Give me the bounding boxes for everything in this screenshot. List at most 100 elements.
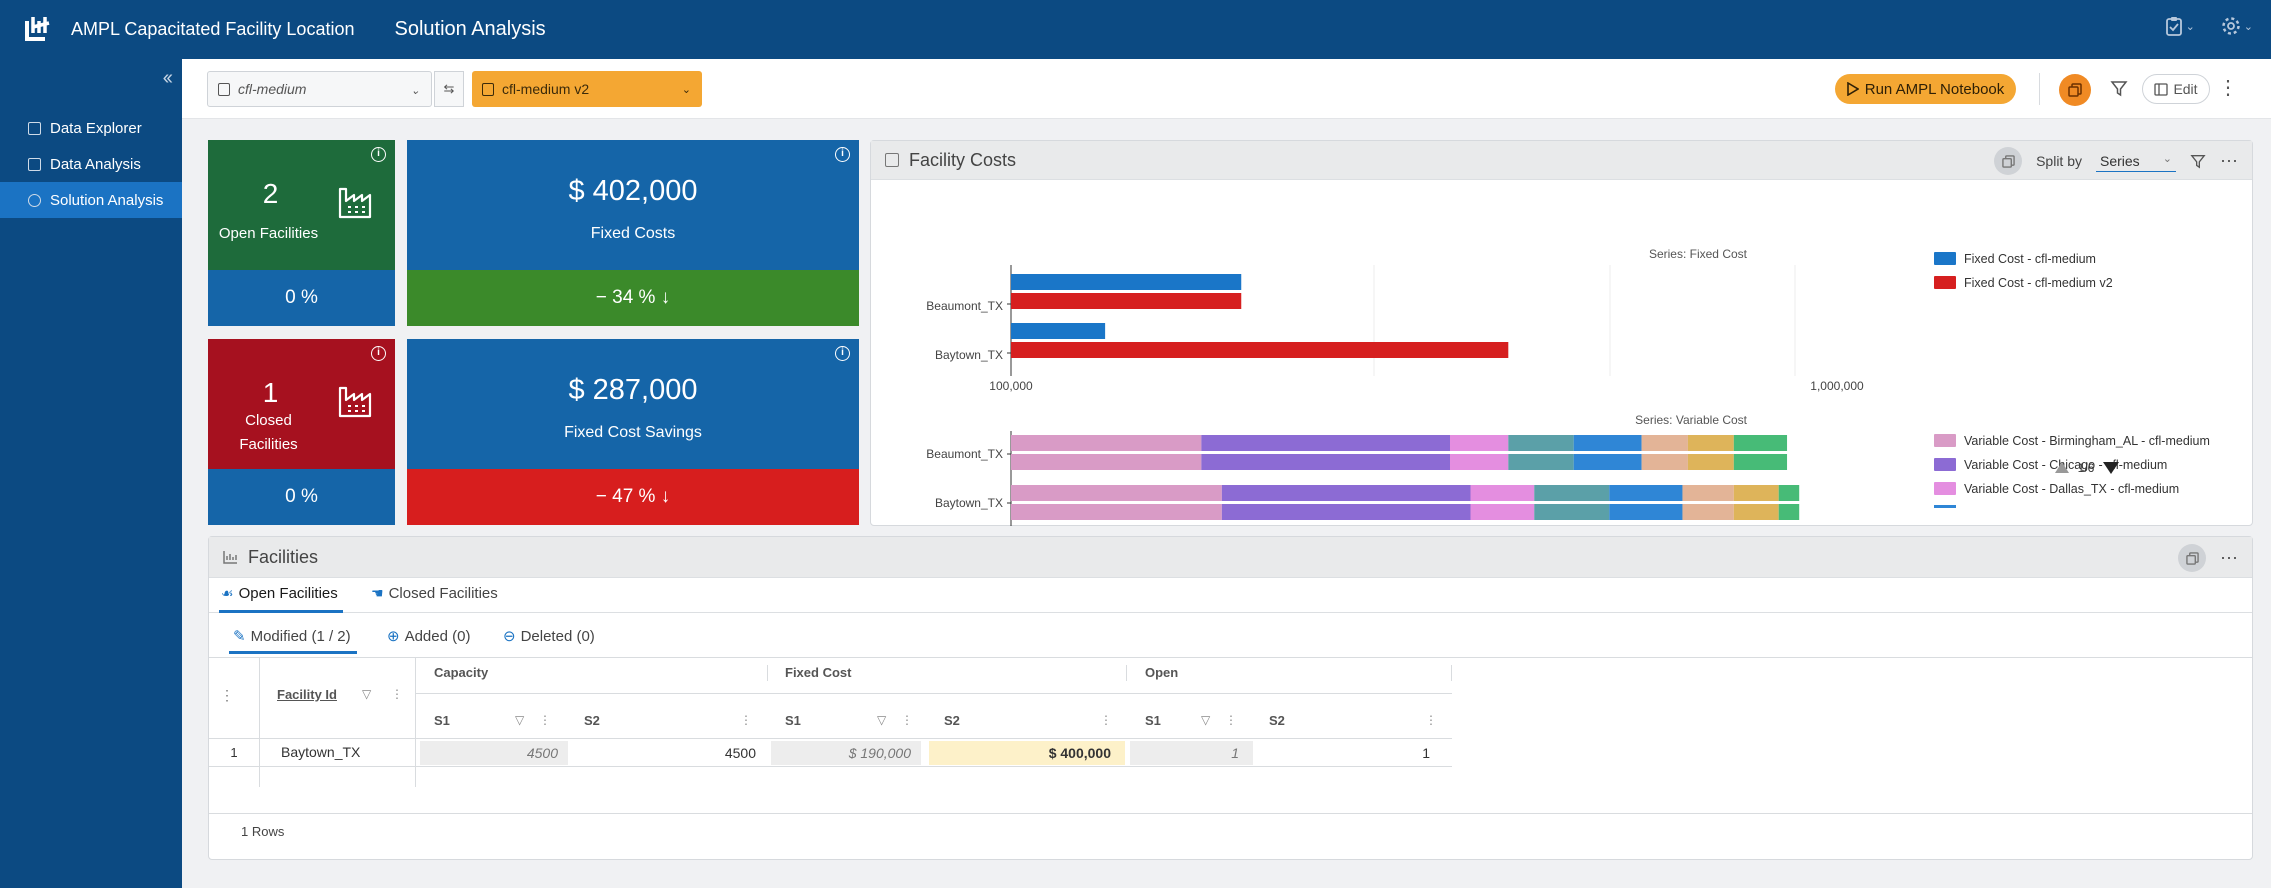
legend-swatch xyxy=(1934,252,1956,265)
chevron-down-icon: ⌄ xyxy=(2162,152,2172,165)
copy-table-button[interactable] xyxy=(2178,544,2206,572)
column-header-fixed-s2[interactable]: S2 xyxy=(944,713,960,728)
subtab-deleted[interactable]: ⊖ Deleted (0) xyxy=(503,627,595,646)
bar xyxy=(1011,342,1509,358)
panel-header: Facility Costs Split by Series ⌄ ⋯ xyxy=(871,141,2252,180)
column-menu-icon[interactable]: ⋮ xyxy=(1425,713,1437,727)
column-menu-icon[interactable]: ⋮ xyxy=(740,713,752,727)
factory-icon xyxy=(338,187,372,219)
legend-prev-icon xyxy=(2055,462,2069,473)
row-index: 1 xyxy=(230,744,238,760)
compare-scenario-select[interactable]: cfl-medium v2 ⌄ xyxy=(472,71,702,107)
info-icon[interactable]: i xyxy=(835,346,850,361)
divider xyxy=(1126,665,1127,681)
column-menu-icon[interactable]: ⋮ xyxy=(1100,713,1112,727)
tab-closed-facilities[interactable]: ☚ Closed Facilities xyxy=(371,585,498,602)
cell-capacity-s1[interactable]: 4500 xyxy=(420,741,568,765)
legend-label: Variable Cost - Birmingham_AL - cfl-medi… xyxy=(1964,434,2210,448)
filter-icon[interactable]: ▽ xyxy=(1201,713,1211,727)
info-icon[interactable]: i xyxy=(835,147,850,162)
sidebar-item-data-explorer[interactable]: Data Explorer xyxy=(0,110,182,146)
collapse-sidebar-icon[interactable]: ‹‹ xyxy=(162,67,173,89)
tab-label: Closed Facilities xyxy=(388,585,498,602)
cell-fixed-s2-modified[interactable]: $ 400,000 xyxy=(929,741,1125,765)
stacked-bar-segment xyxy=(1609,485,1683,501)
column-header-open-s2[interactable]: S2 xyxy=(1269,713,1285,728)
legend-swatch xyxy=(1934,434,1956,447)
app-logo-icon[interactable] xyxy=(20,12,56,48)
stacked-bar-segment xyxy=(1508,435,1574,451)
top-bar: AMPL Capacitated Facility Location Solut… xyxy=(0,0,2271,59)
column-menu-icon[interactable]: ⋮ xyxy=(391,687,403,701)
index-column-menu-icon[interactable]: ⋮ xyxy=(220,687,234,703)
filter-icon[interactable]: ▽ xyxy=(515,713,525,727)
sidebar-item-solution-analysis[interactable]: Solution Analysis xyxy=(0,182,182,218)
sidebar-item-data-analysis[interactable]: Data Analysis xyxy=(0,146,182,182)
category-label: Baytown_TX xyxy=(935,496,1003,510)
stacked-bar-segment xyxy=(1011,435,1202,451)
run-notebook-button[interactable]: Run AMPL Notebook xyxy=(1835,74,2016,104)
cell-fixed-s1[interactable]: $ 190,000 xyxy=(771,741,921,765)
cell-facility-id[interactable]: Baytown_TX xyxy=(281,744,361,760)
kpi-tile-top: i $ 287,000 Fixed Cost Savings xyxy=(407,339,859,469)
clipboard-check-icon xyxy=(2165,17,2182,36)
copy-chart-button[interactable] xyxy=(1994,147,2023,175)
edit-label: Edit xyxy=(2173,81,2198,97)
legend-swatch-partial xyxy=(1934,505,1956,508)
more-options-icon[interactable]: ⋮ xyxy=(2218,77,2238,99)
chart-title: Series: Fixed Cost xyxy=(1649,247,1748,261)
copy-icon xyxy=(2068,83,2082,97)
kpi-label: Fixed Costs xyxy=(590,225,676,242)
database-icon xyxy=(218,82,230,96)
settings-menu[interactable]: ⌄ xyxy=(2221,16,2253,36)
column-menu-icon[interactable]: ⋮ xyxy=(901,713,913,727)
subtab-modified[interactable]: ✎ Modified (1 / 2) xyxy=(233,627,351,646)
copy-scenario-button[interactable] xyxy=(2059,74,2091,106)
legend-label: Fixed Cost - cfl-medium xyxy=(1964,252,2096,266)
legend-label: Variable Cost - Chicago - cfl-medium xyxy=(1964,458,2167,472)
cell-open-s2[interactable]: 1 xyxy=(1422,745,1430,761)
stacked-bar-segment xyxy=(1682,485,1734,501)
stacked-bar-segment xyxy=(1450,454,1509,470)
column-header-fixed-s1[interactable]: S1 xyxy=(785,713,801,728)
kpi-label-line1: Closed xyxy=(245,412,292,429)
more-options-icon[interactable]: ⋯ xyxy=(2220,150,2238,171)
filter-button[interactable] xyxy=(2110,79,2128,101)
split-by-select[interactable]: Series ⌄ xyxy=(2096,151,2176,172)
grid-chart-icon xyxy=(223,551,237,564)
more-options-icon[interactable]: ⋯ xyxy=(2220,547,2238,568)
filter-icon[interactable]: ▽ xyxy=(362,687,372,701)
tab-open-facilities[interactable]: ☙ Open Facilities xyxy=(221,585,338,602)
cell-capacity-s2[interactable]: 4500 xyxy=(724,745,756,761)
play-icon xyxy=(1846,82,1859,96)
subtab-added[interactable]: ⊕ Added (0) xyxy=(387,627,470,646)
cell-open-s1[interactable]: 1 xyxy=(1130,741,1253,765)
table-row[interactable]: 1 Baytown_TX 4500 4500 $ 190,000 $ 400,0… xyxy=(209,739,1452,766)
column-menu-icon[interactable]: ⋮ xyxy=(539,713,551,727)
divider xyxy=(259,657,260,787)
edit-button[interactable]: Edit xyxy=(2142,74,2210,104)
column-header-open-s1[interactable]: S1 xyxy=(1145,713,1161,728)
column-header-capacity-s1[interactable]: S1 xyxy=(434,713,450,728)
filter-icon[interactable] xyxy=(2190,153,2206,169)
base-scenario-select[interactable]: cfl-medium ⌄ xyxy=(207,71,432,107)
column-header-capacity-s2[interactable]: S2 xyxy=(584,713,600,728)
chevron-down-icon: ⌄ xyxy=(2185,20,2195,33)
divider xyxy=(415,657,416,787)
column-group-capacity: Capacity xyxy=(434,665,489,680)
swap-scenarios-button[interactable]: ⇆ xyxy=(434,71,464,107)
chevron-down-icon: ⌄ xyxy=(681,84,691,96)
info-icon[interactable]: i xyxy=(371,147,386,162)
stacked-bar-segment xyxy=(1201,435,1451,451)
stacked-bar-segment xyxy=(1534,504,1610,520)
filter-icon[interactable]: ▽ xyxy=(877,713,887,727)
column-header-facility-id[interactable]: Facility Id xyxy=(277,687,337,702)
info-icon[interactable]: i xyxy=(371,346,386,361)
x-tick-label: 1,000,000 xyxy=(1810,379,1864,393)
kpi-value: 1 xyxy=(262,377,279,408)
stacked-bar-segment xyxy=(1733,454,1788,470)
column-menu-icon[interactable]: ⋮ xyxy=(1225,713,1237,727)
tasks-menu[interactable]: ⌄ xyxy=(2165,16,2195,36)
facility-costs-chart: Series: Fixed Cost Beaumont_TX Baytown_TX 1… xyxy=(926,247,2210,526)
stacked-bar-segment xyxy=(1682,504,1734,520)
